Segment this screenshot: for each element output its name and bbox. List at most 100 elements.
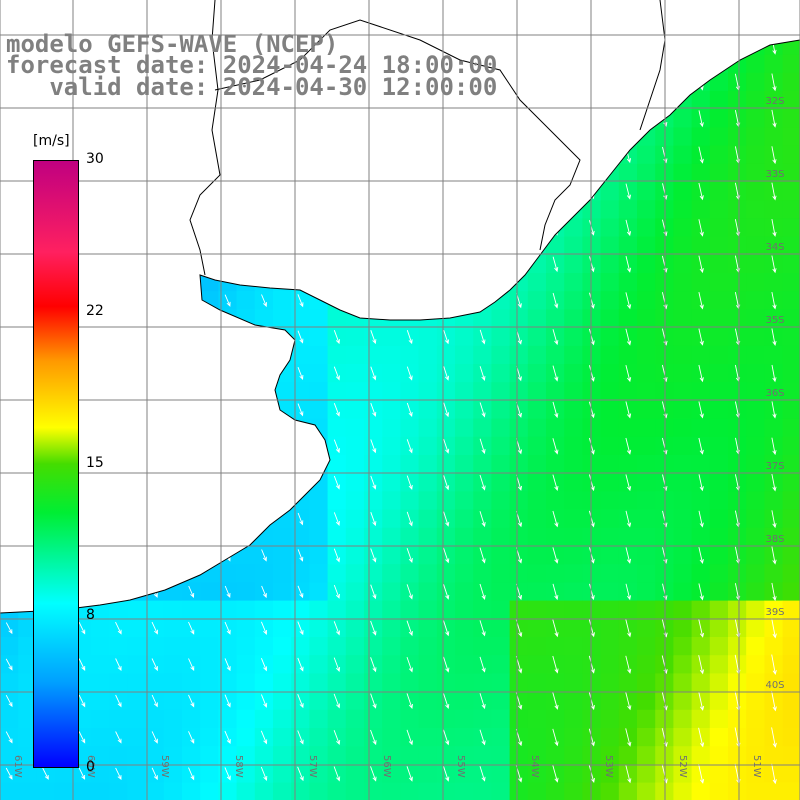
wind-cell bbox=[309, 582, 329, 602]
wind-cell bbox=[746, 691, 765, 711]
wind-cell bbox=[400, 418, 420, 438]
wind-cell bbox=[327, 455, 347, 474]
wind-arrow bbox=[333, 330, 340, 345]
wind-cell bbox=[764, 782, 784, 800]
wind-arrow bbox=[224, 767, 231, 781]
wind-cell bbox=[764, 491, 784, 511]
wind-cell bbox=[309, 691, 329, 711]
wind-cell bbox=[491, 746, 511, 765]
wind-cell bbox=[600, 345, 620, 365]
wind-cell bbox=[673, 254, 693, 274]
wind-cell bbox=[600, 509, 620, 529]
wind-cell bbox=[236, 582, 256, 602]
wind-cell bbox=[327, 637, 347, 656]
wind-arrow bbox=[5, 767, 13, 780]
wind-cell bbox=[746, 491, 765, 511]
colorbar-tick-22: 22 bbox=[86, 303, 104, 319]
wind-cell bbox=[782, 728, 800, 747]
wind-cell bbox=[764, 527, 784, 547]
wind-cell bbox=[600, 400, 620, 420]
wind-cell bbox=[600, 655, 620, 674]
wind-cell bbox=[527, 400, 547, 420]
wind-cell bbox=[728, 345, 747, 365]
wind-cell bbox=[746, 527, 765, 547]
wind-cell bbox=[455, 618, 474, 638]
wind-cell bbox=[127, 691, 147, 711]
wind-cell bbox=[746, 309, 765, 329]
wind-arrow bbox=[78, 658, 86, 671]
wind-cell bbox=[309, 327, 329, 347]
wind-cell bbox=[109, 709, 128, 729]
wind-cell bbox=[473, 782, 492, 800]
wind-arrow bbox=[406, 729, 413, 746]
wind-cell bbox=[637, 145, 656, 165]
wind-cell bbox=[491, 436, 511, 456]
wind-cell bbox=[764, 236, 784, 256]
wind-cell bbox=[291, 746, 310, 765]
wind-arrow bbox=[698, 764, 705, 784]
colorbar bbox=[33, 160, 79, 768]
wind-cell bbox=[400, 709, 420, 729]
wind-arrow bbox=[333, 403, 340, 417]
wind-cell bbox=[509, 491, 529, 511]
wind-cell bbox=[364, 746, 383, 765]
wind-cell bbox=[746, 473, 765, 492]
wind-cell bbox=[200, 728, 219, 747]
wind-arrow bbox=[370, 366, 377, 381]
wind-cell bbox=[418, 728, 438, 747]
wind-arrow bbox=[406, 439, 413, 454]
wind-cell bbox=[200, 618, 219, 638]
wind-cell bbox=[600, 455, 620, 474]
wind-cell bbox=[455, 709, 474, 729]
wind-cell bbox=[54, 764, 74, 784]
wind-cell bbox=[218, 746, 238, 765]
wind-cell bbox=[764, 418, 784, 438]
wind-cell bbox=[327, 345, 347, 365]
wind-cell bbox=[673, 746, 693, 765]
wind-cell bbox=[309, 600, 329, 620]
wind-cell bbox=[582, 637, 602, 656]
wind-cell bbox=[564, 618, 583, 638]
wind-arrow bbox=[771, 654, 777, 676]
wind-arrow bbox=[78, 731, 86, 744]
wind-cell bbox=[436, 418, 456, 438]
wind-cell bbox=[527, 473, 547, 492]
wind-arrow bbox=[771, 109, 777, 128]
wind-arrow bbox=[479, 656, 486, 673]
wind-cell bbox=[673, 546, 693, 565]
wind-arrow bbox=[625, 619, 632, 638]
wind-cell bbox=[382, 564, 401, 583]
wind-cell bbox=[291, 600, 310, 620]
wind-arrow bbox=[370, 729, 377, 746]
wind-cell bbox=[600, 309, 620, 329]
wind-arrow bbox=[552, 692, 559, 710]
wind-cell bbox=[527, 345, 547, 365]
wind-cell bbox=[109, 637, 128, 656]
wind-cell bbox=[163, 637, 183, 656]
wind-arrow bbox=[151, 694, 158, 708]
wind-cell bbox=[746, 728, 765, 747]
wind-cell bbox=[109, 600, 128, 620]
wind-arrow bbox=[333, 657, 341, 672]
grid-labels: 32S 33S 34S 35S 36S 37S 38S 39S 40S 61W 60W 59W 58W 5… bbox=[12, 96, 785, 778]
wind-cell bbox=[200, 673, 219, 693]
wind-cell bbox=[345, 546, 365, 565]
colorbar-tick-0: 0 bbox=[86, 759, 95, 775]
wind-arrow bbox=[333, 584, 340, 599]
wind-cell bbox=[546, 564, 565, 583]
wind-arrow bbox=[78, 622, 86, 635]
wind-cell bbox=[382, 655, 401, 674]
wind-cell bbox=[418, 418, 438, 438]
wind-cell bbox=[509, 418, 529, 438]
wind-arrow bbox=[698, 146, 704, 164]
wind-cell bbox=[600, 600, 620, 620]
wind-cell bbox=[782, 309, 800, 329]
wind-cell bbox=[709, 746, 729, 765]
lat-label: 32S bbox=[765, 96, 784, 107]
wind-cell bbox=[491, 400, 511, 420]
wind-cell bbox=[163, 600, 183, 620]
wind-cell bbox=[273, 655, 292, 674]
wind-cell bbox=[309, 527, 329, 547]
wind-arrow bbox=[771, 690, 777, 712]
wind-arrow bbox=[661, 437, 668, 455]
